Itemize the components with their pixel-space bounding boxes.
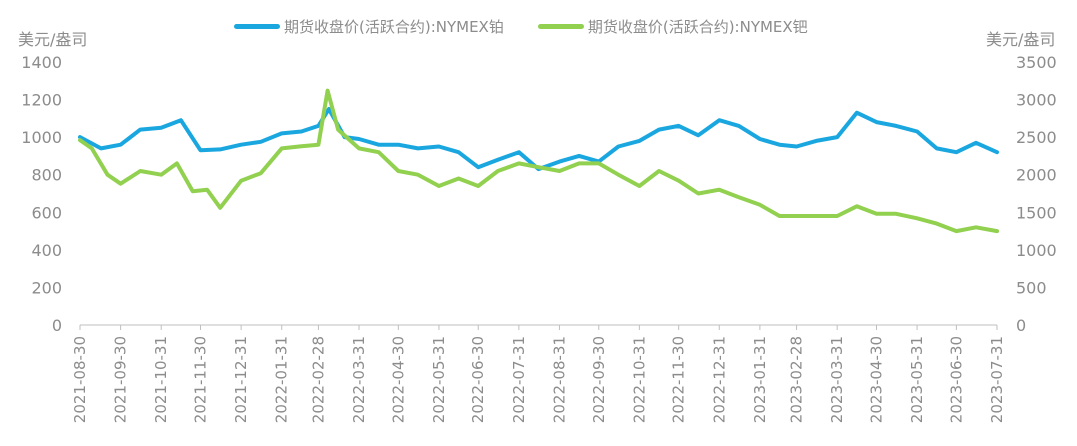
x-tick-label: 2022-02-28 (309, 336, 327, 423)
x-tick-label: 2022-09-30 (590, 336, 608, 423)
x-tick-label: 2022-04-30 (389, 336, 407, 423)
legend-label-palladium: 期货收盘价(活跃合约):NYMEX钯 (587, 18, 808, 36)
x-tick-label: 2022-01-31 (273, 336, 291, 423)
x-tick-label: 2022-12-31 (710, 336, 728, 423)
x-tick-label: 2021-12-31 (232, 336, 250, 423)
x-tick-label: 2021-11-30 (192, 336, 210, 423)
right-axis-unit: 美元/盎司 (986, 30, 1056, 49)
legend-label-platinum: 期货收盘价(活跃合约):NYMEX铂 (284, 18, 504, 36)
y-left-tick-label: 200 (31, 278, 62, 297)
x-tick-label: 2023-05-31 (908, 336, 926, 423)
x-tick-label: 2022-11-30 (670, 336, 688, 423)
x-tick-label: 2022-05-31 (430, 336, 448, 423)
legend-swatch-palladium (537, 24, 584, 29)
x-tick-label: 2021-09-30 (112, 336, 130, 423)
y-right-tick-label: 0 (1016, 316, 1026, 335)
x-tick-label: 2023-06-30 (947, 336, 965, 423)
y-left-tick-label: 1000 (21, 128, 62, 147)
x-tick-label: 2023-01-31 (751, 336, 769, 423)
series-line-platinum (78, 107, 999, 172)
series-line-palladium (78, 88, 999, 234)
y-right-tick-label: 2000 (1016, 166, 1057, 185)
y-left-tick-label: 600 (31, 203, 62, 222)
legend-item-platinum[interactable]: 期货收盘价(活跃合约):NYMEX铂 (234, 16, 504, 37)
y-left-tick-label: 800 (31, 166, 62, 185)
x-tick-label: 2023-04-30 (867, 336, 885, 423)
x-tick-label: 2021-08-30 (71, 336, 89, 423)
y-right-tick-label: 2500 (1016, 128, 1057, 147)
legend-item-palladium[interactable]: 期货收盘价(活跃合约):NYMEX钯 (537, 16, 808, 37)
y-right-tick-label: 1000 (1016, 241, 1057, 260)
x-tick-label: 2022-10-31 (630, 336, 648, 423)
y-left-tick-label: 0 (52, 316, 62, 335)
x-tick-label: 2023-07-31 (988, 336, 1006, 423)
y-right-tick-label: 500 (1016, 278, 1047, 297)
x-tick-label: 2022-08-31 (550, 336, 568, 423)
left-axis-unit: 美元/盎司 (18, 30, 88, 49)
y-left-tick-label: 1200 (21, 91, 62, 110)
legend: 期货收盘价(活跃合约):NYMEX铂 期货收盘价(活跃合约):NYMEX钯 (234, 16, 808, 37)
x-tick-label: 2023-02-28 (788, 336, 806, 423)
x-tick-label: 2022-06-30 (469, 336, 487, 423)
legend-swatch-platinum (234, 24, 280, 29)
x-tick-label: 2023-03-31 (828, 336, 846, 423)
x-tick-label: 2021-10-31 (152, 336, 170, 423)
y-right-tick-label: 3000 (1016, 91, 1057, 110)
y-left-tick-label: 400 (31, 241, 62, 260)
y-left-tick-label: 1400 (21, 53, 62, 72)
y-right-tick-label: 3500 (1016, 53, 1057, 72)
x-tick-label: 2022-07-31 (510, 336, 528, 423)
x-tick-label: 2022-03-31 (350, 336, 368, 423)
y-right-tick-label: 1500 (1016, 203, 1057, 222)
